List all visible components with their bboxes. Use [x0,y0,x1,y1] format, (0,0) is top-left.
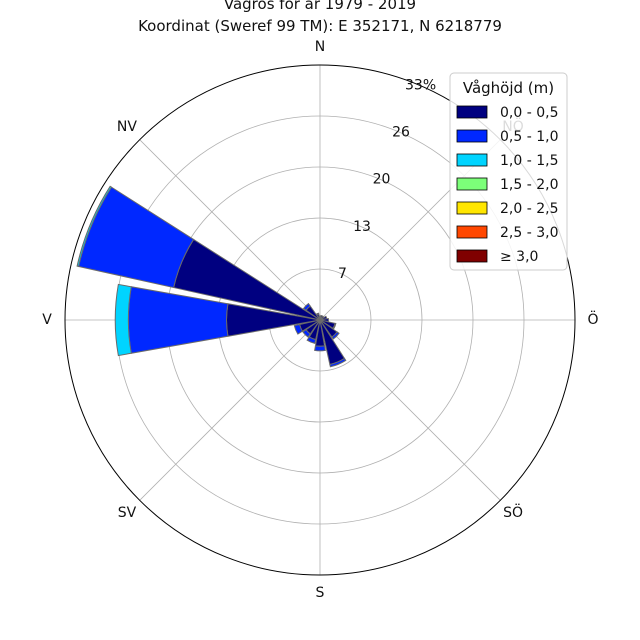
legend-box [449,72,568,271]
sector-292.5-bin-2 [76,185,113,268]
legend-label-3: 1,5 - 2,0 [500,177,558,193]
sector-180-bin-1 [314,345,326,352]
radial-tick-3: 26 [392,125,410,141]
sector-112.5-bin-1 [332,322,337,330]
direction-label-5: SÖ [503,503,523,521]
legend-title: Våghöjd (m) [463,79,554,97]
radial-tick-2: 20 [373,172,391,188]
legend-swatch-3 [456,177,488,191]
sector-337.5-bin-1 [315,312,320,316]
legend-swatch-1 [456,129,488,143]
legend-label-4: 2,0 - 2,5 [500,201,558,217]
sector-315-bin-1 [302,302,311,311]
grid-spoke-5 [319,319,501,501]
legend-label-1: 0,5 - 1,0 [500,129,558,145]
legend-swatch-2 [456,153,488,167]
legend-label-5: 2,5 - 3,0 [500,225,558,241]
legend-label-6: ≥ 3,0 [500,249,538,265]
radial-tick-1: 13 [353,219,371,235]
sector-247.5-bin-1 [293,323,304,335]
sector-135-bin-1 [331,331,340,340]
legend-swatch-0 [456,105,488,119]
radial-tick-0: 7 [338,266,347,282]
sector-270-bin-2 [114,283,132,357]
direction-label-3: SV [118,505,137,521]
direction-label-1: NV [117,119,137,135]
radial-tick-4: 33% [405,77,436,93]
sector-202.5-bin-1 [306,336,317,344]
legend: Våghöjd (m) 0,0 - 0,5 0,5 - 1,0 1,0 - 1,5 1,… [449,72,568,271]
legend-swatch-5 [456,225,488,239]
direction-label-2: V [42,312,52,328]
legend-label-0: 0,0 - 0,5 [500,105,558,121]
legend-swatch-6 [456,249,488,263]
sector-bars [76,185,347,368]
sector-292.5-bin-1 [77,186,195,289]
outer-ring [64,64,576,576]
sector-225-bin-1 [302,329,311,338]
sector-157.5-bin-1 [329,357,347,368]
direction-label-4: S [316,585,325,601]
grid-spoke-1 [139,139,321,321]
grid-spoke-3 [139,319,321,501]
direction-label-6: Ö [587,310,598,328]
chart-subtitle: Koordinat (Sweref 99 TM): E 352171, N 62… [138,17,502,35]
chart-title: Vågros för år 1979 - 2019 [223,0,417,13]
legend-swatch-4 [456,201,488,215]
legend-label-2: 1,0 - 1,5 [500,153,558,169]
direction-label-0: N [315,39,325,55]
